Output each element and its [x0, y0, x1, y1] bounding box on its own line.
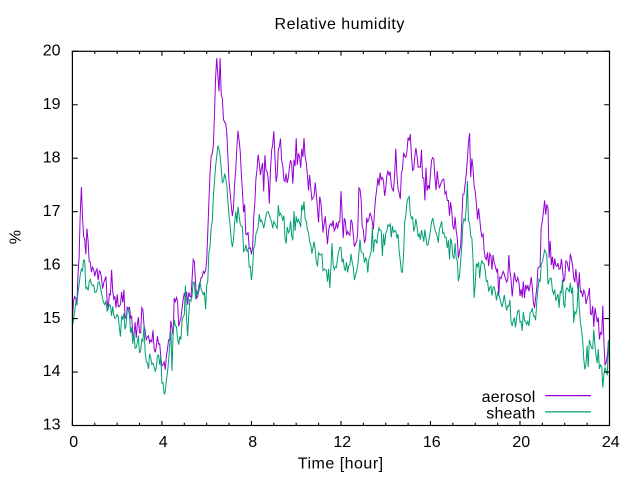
svg-text:4: 4: [159, 434, 168, 451]
svg-text:Time [hour]: Time [hour]: [298, 456, 384, 473]
svg-text:12: 12: [333, 434, 351, 451]
svg-text:0: 0: [69, 434, 78, 451]
svg-text:Relative humidity: Relative humidity: [275, 16, 405, 33]
svg-text:8: 8: [248, 434, 257, 451]
svg-text:20: 20: [43, 43, 61, 60]
svg-text:14: 14: [43, 363, 61, 380]
svg-text:15: 15: [43, 310, 61, 327]
svg-text:24: 24: [602, 434, 620, 451]
svg-text:18: 18: [43, 149, 61, 166]
svg-text:sheath: sheath: [486, 405, 535, 422]
svg-text:20: 20: [512, 434, 530, 451]
svg-text:13: 13: [43, 417, 61, 434]
svg-text:19: 19: [43, 96, 61, 113]
svg-text:17: 17: [43, 203, 61, 220]
svg-text:16: 16: [43, 256, 61, 273]
svg-text:16: 16: [423, 434, 441, 451]
svg-text:aerosol: aerosol: [482, 389, 536, 406]
svg-text:%: %: [8, 230, 25, 244]
